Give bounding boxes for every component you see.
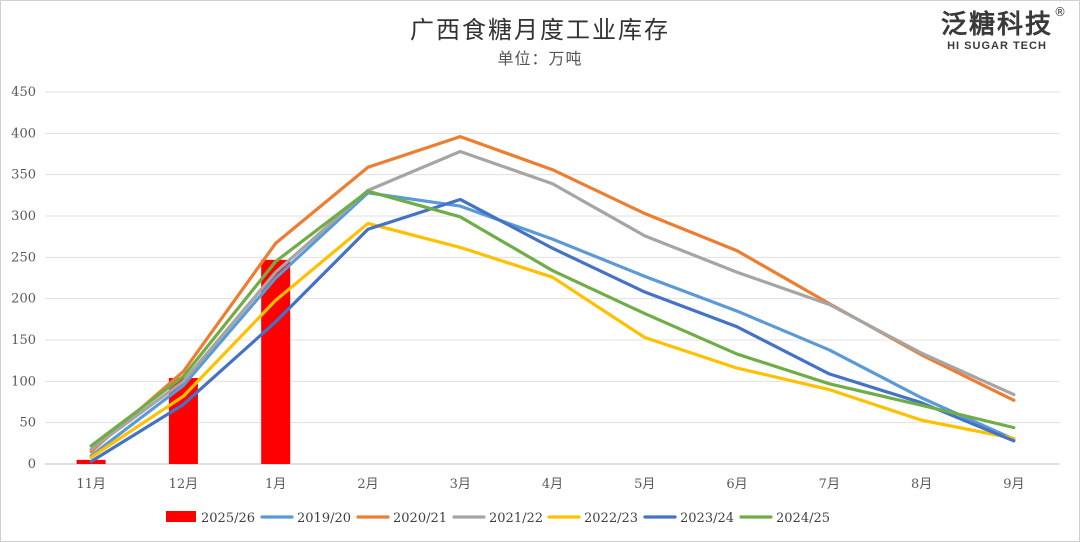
series-line bbox=[89, 189, 1016, 448]
legend: 2025/26 2019/20 2020/21 2021/22 2022/23 2023/… bbox=[166, 511, 830, 526]
logo-main-text: 泛糖科技 bbox=[941, 9, 1053, 40]
x-tick-label: 3月 bbox=[450, 477, 471, 492]
logo-registered-mark: ® bbox=[1054, 5, 1066, 19]
x-tick-label: 8月 bbox=[911, 477, 932, 492]
series-line bbox=[89, 221, 1016, 459]
series-line bbox=[89, 197, 1016, 464]
legend-label: 2021/22 bbox=[489, 511, 543, 526]
y-tick-label: 100 bbox=[11, 374, 36, 389]
y-tick-label: 350 bbox=[11, 168, 36, 183]
logo-sub-text: HI SUGAR TECH bbox=[947, 40, 1047, 52]
chart-subtitle: 单位：万吨 bbox=[497, 49, 582, 68]
series-line bbox=[89, 191, 1016, 458]
legend-label: 2019/20 bbox=[297, 511, 351, 526]
bar bbox=[168, 378, 198, 464]
x-tick-label: 4月 bbox=[542, 477, 563, 492]
y-tick-label: 50 bbox=[19, 416, 36, 431]
x-tick-label: 11月 bbox=[76, 477, 106, 492]
legend-label: 2022/23 bbox=[584, 511, 638, 526]
y-tick-label: 250 bbox=[11, 250, 36, 265]
line-series bbox=[89, 135, 1016, 464]
y-tick-label: 0 bbox=[28, 457, 36, 472]
x-axis-ticks: 11月 12月 1月 2月 3月 4月 5月 6月 7月 8月 9月 bbox=[76, 477, 1024, 492]
y-tick-label: 450 bbox=[11, 85, 36, 100]
legend-label: 2023/24 bbox=[680, 511, 734, 526]
y-tick-label: 200 bbox=[11, 292, 36, 307]
chart-title: 广西食糖月度工业库存 bbox=[410, 16, 670, 44]
legend-swatch bbox=[166, 511, 196, 522]
brand-logo: 泛糖科技 ® HI SUGAR TECH bbox=[941, 5, 1066, 52]
legend-label: 2024/25 bbox=[776, 511, 830, 526]
x-tick-label: 2月 bbox=[357, 477, 378, 492]
y-tick-label: 400 bbox=[11, 126, 36, 141]
x-tick-label: 5月 bbox=[634, 477, 655, 492]
x-tick-label: 9月 bbox=[1003, 477, 1024, 492]
x-tick-label: 6月 bbox=[726, 477, 747, 492]
legend-label: 2020/21 bbox=[393, 511, 447, 526]
y-tick-label: 300 bbox=[11, 209, 36, 224]
x-tick-label: 12月 bbox=[169, 477, 199, 492]
x-tick-label: 1月 bbox=[265, 477, 286, 492]
y-tick-label: 150 bbox=[11, 333, 36, 348]
legend-label: 2025/26 bbox=[201, 511, 255, 526]
x-tick-label: 7月 bbox=[819, 477, 840, 492]
y-axis-ticks: 0 50 100 150 200 250 300 350 400 450 bbox=[11, 85, 36, 472]
series-line bbox=[89, 149, 1016, 451]
